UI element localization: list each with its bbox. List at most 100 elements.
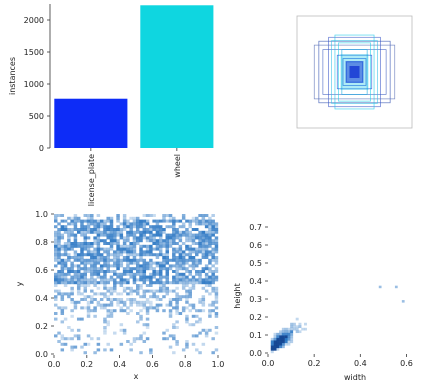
heat-cell xyxy=(76,289,81,293)
heat-cell xyxy=(136,219,140,223)
heat-cell xyxy=(181,216,186,220)
heat-cell xyxy=(168,216,173,220)
heat-cell xyxy=(139,267,143,271)
heat-cell xyxy=(109,216,114,220)
heat-cell xyxy=(281,327,285,331)
heat-cell xyxy=(168,242,173,245)
heat-cell xyxy=(116,242,120,245)
heat-cell xyxy=(139,303,143,307)
heat-cell xyxy=(191,286,196,290)
heat-cell xyxy=(270,347,274,351)
heat-cell xyxy=(96,233,101,237)
heat-cell xyxy=(86,214,91,217)
heat-cell xyxy=(116,253,120,257)
heat-cell xyxy=(67,270,71,273)
heat-cell xyxy=(211,272,215,276)
heat-cell xyxy=(211,264,215,268)
heat-cell xyxy=(90,216,94,220)
heat-cell xyxy=(175,309,179,313)
heat-cell xyxy=(162,286,166,290)
overlay-box xyxy=(341,49,368,95)
heat-cell xyxy=(122,300,127,304)
heat-cell xyxy=(198,272,202,276)
heat-cell xyxy=(295,330,299,334)
heat-cell xyxy=(172,351,176,355)
heat-cell xyxy=(204,278,209,282)
heat-cell xyxy=(145,298,150,301)
heat-cell xyxy=(185,261,189,265)
heat-cell xyxy=(201,256,206,259)
heat-cell xyxy=(57,256,61,259)
heat-cell xyxy=(70,228,74,231)
heat-cell xyxy=(175,320,179,324)
heat-cell xyxy=(103,326,107,329)
xy-x-ticks: 0.0 0.2 0.4 0.6 0.8 1.0 xyxy=(48,355,224,369)
heat-cell xyxy=(276,345,280,349)
heat-cell xyxy=(198,300,202,304)
heat-cell xyxy=(106,270,110,273)
heat-cell xyxy=(106,281,110,285)
heat-cell xyxy=(195,334,199,338)
heat-cell xyxy=(86,236,91,240)
heat-cell xyxy=(139,222,143,226)
heat-cell xyxy=(99,247,104,251)
heat-cell xyxy=(57,340,61,343)
heat-cell xyxy=(63,275,68,279)
boxes-overlay xyxy=(313,34,396,110)
heat-cell xyxy=(198,214,202,217)
heat-cell xyxy=(126,233,130,237)
heat-cell xyxy=(172,323,176,327)
heat-cell xyxy=(103,278,107,282)
heat-cell xyxy=(129,250,133,254)
heat-cell xyxy=(54,258,58,262)
heat-cell xyxy=(86,314,91,318)
heat-cell xyxy=(54,284,58,287)
heat-cell xyxy=(70,281,74,285)
heat-cell xyxy=(298,330,302,334)
heat-cell xyxy=(93,258,97,262)
heat-cell xyxy=(158,219,163,223)
heat-cell xyxy=(181,258,186,262)
heat-cell xyxy=(96,250,101,254)
heat-cell xyxy=(145,267,150,271)
heat-cell xyxy=(158,242,163,245)
heat-cell xyxy=(106,298,110,301)
overlay-box xyxy=(342,58,367,86)
x-tick-label: 0.0 xyxy=(262,359,275,368)
heat-cell xyxy=(136,222,140,226)
heat-cell xyxy=(191,303,196,307)
heat-cell xyxy=(139,239,143,243)
heat-cell xyxy=(201,267,206,271)
heat-cell xyxy=(109,309,114,313)
heat-cell xyxy=(279,345,283,349)
heat-cell xyxy=(211,303,215,307)
heat-cell xyxy=(99,219,104,223)
heat-cell xyxy=(168,334,173,338)
heat-cell xyxy=(86,284,91,287)
heat-cell xyxy=(126,225,130,229)
heat-cell xyxy=(70,337,74,341)
heat-cell xyxy=(214,244,219,248)
heat-cell xyxy=(106,314,110,318)
heat-cell xyxy=(198,222,202,226)
heat-cell xyxy=(142,295,147,299)
heat-cell xyxy=(139,236,143,240)
heat-cell xyxy=(142,340,147,343)
heat-cell xyxy=(139,264,143,268)
heat-cell xyxy=(214,286,219,290)
heat-cell xyxy=(175,256,179,259)
heat-cell xyxy=(80,258,84,262)
heat-cell xyxy=(172,225,176,229)
heat-cell xyxy=(80,247,84,251)
heat-cell xyxy=(80,233,84,237)
heat-cell xyxy=(149,250,153,254)
heat-cell xyxy=(139,314,143,318)
heat-cell xyxy=(70,298,74,301)
heat-cell xyxy=(116,303,120,307)
heat-cell xyxy=(165,247,169,251)
heat-cell xyxy=(63,261,68,265)
heat-cell xyxy=(63,253,68,257)
heat-cell xyxy=(136,236,140,240)
heat-cell xyxy=(122,219,127,223)
heat-cell xyxy=(54,295,58,299)
